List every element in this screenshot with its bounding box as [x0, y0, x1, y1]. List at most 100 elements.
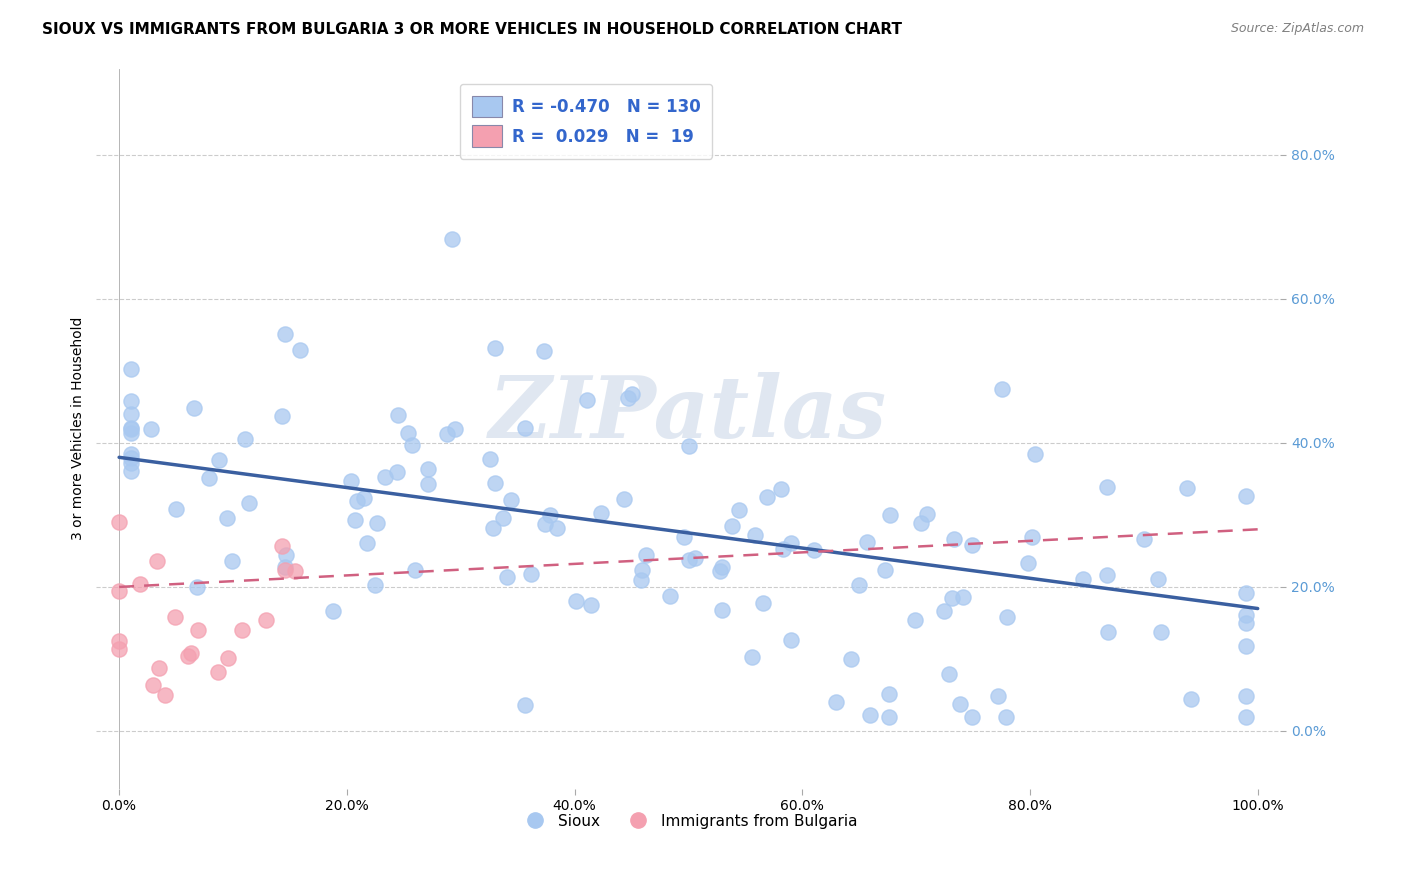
Point	[1150, 625, 1173, 640]
Point	[120, 464, 142, 478]
Point	[780, 632, 803, 647]
Point	[943, 532, 966, 546]
Point	[855, 534, 877, 549]
Point	[366, 516, 388, 531]
Point	[401, 438, 423, 452]
Point	[146, 554, 169, 568]
Point	[153, 688, 176, 702]
Text: ZIPatlas: ZIPatlas	[489, 372, 887, 456]
Point	[344, 513, 367, 527]
Point	[621, 387, 644, 401]
Point	[581, 598, 603, 612]
Point	[274, 563, 297, 577]
Point	[108, 583, 131, 598]
Point	[108, 633, 131, 648]
Point	[120, 422, 142, 436]
Point	[120, 421, 142, 435]
Point	[492, 511, 515, 525]
Point	[825, 695, 848, 709]
Point	[396, 426, 419, 441]
Point	[197, 471, 219, 485]
Point	[910, 516, 932, 530]
Point	[538, 508, 561, 523]
Text: Source: ZipAtlas.com: Source: ZipAtlas.com	[1230, 22, 1364, 36]
Point	[938, 667, 960, 681]
Point	[546, 521, 568, 535]
Point	[720, 519, 742, 533]
Point	[678, 439, 700, 453]
Point	[221, 554, 243, 568]
Point	[177, 648, 200, 663]
Point	[120, 451, 142, 466]
Point	[683, 551, 706, 566]
Point	[1017, 557, 1039, 571]
Point	[859, 708, 882, 723]
Point	[741, 650, 763, 665]
Point	[270, 409, 292, 423]
Point	[877, 687, 900, 701]
Point	[108, 642, 131, 657]
Point	[141, 422, 163, 436]
Point	[634, 549, 657, 563]
Point	[142, 678, 165, 692]
Point	[941, 591, 963, 606]
Point	[710, 603, 733, 617]
Point	[208, 452, 231, 467]
Point	[678, 552, 700, 566]
Point	[962, 538, 984, 552]
Point	[238, 496, 260, 510]
Point	[1133, 533, 1156, 547]
Point	[515, 698, 537, 712]
Point	[769, 482, 792, 496]
Point	[803, 543, 825, 558]
Point	[962, 709, 984, 723]
Point	[186, 580, 208, 594]
Point	[772, 542, 794, 557]
Point	[120, 407, 142, 421]
Point	[274, 548, 297, 562]
Point	[187, 623, 209, 637]
Point	[710, 560, 733, 574]
Point	[932, 603, 955, 617]
Point	[495, 570, 517, 584]
Point	[484, 341, 506, 355]
Point	[163, 610, 186, 624]
Point	[1234, 586, 1257, 600]
Point	[1071, 572, 1094, 586]
Point	[1177, 481, 1199, 495]
Point	[444, 422, 467, 436]
Point	[873, 563, 896, 577]
Point	[284, 564, 307, 578]
Point	[364, 577, 387, 591]
Point	[779, 535, 801, 549]
Point	[1234, 640, 1257, 654]
Point	[418, 477, 440, 491]
Point	[659, 589, 682, 603]
Point	[752, 596, 775, 610]
Point	[1095, 480, 1118, 494]
Point	[128, 577, 150, 591]
Y-axis label: 3 or more Vehicles in Household: 3 or more Vehicles in Household	[72, 317, 86, 541]
Point	[120, 456, 142, 470]
Point	[436, 427, 458, 442]
Point	[353, 491, 375, 505]
Point	[987, 689, 1010, 703]
Point	[533, 343, 555, 358]
Point	[1095, 567, 1118, 582]
Point	[120, 426, 142, 441]
Point	[385, 465, 408, 479]
Point	[1097, 624, 1119, 639]
Point	[120, 394, 142, 409]
Point	[616, 391, 638, 405]
Point	[404, 563, 426, 577]
Point	[744, 528, 766, 542]
Point	[290, 343, 312, 358]
Point	[207, 665, 229, 680]
Point	[848, 578, 870, 592]
Point	[274, 559, 297, 574]
Point	[183, 401, 205, 416]
Point	[1234, 689, 1257, 703]
Point	[915, 507, 938, 521]
Point	[949, 698, 972, 712]
Point	[991, 382, 1014, 396]
